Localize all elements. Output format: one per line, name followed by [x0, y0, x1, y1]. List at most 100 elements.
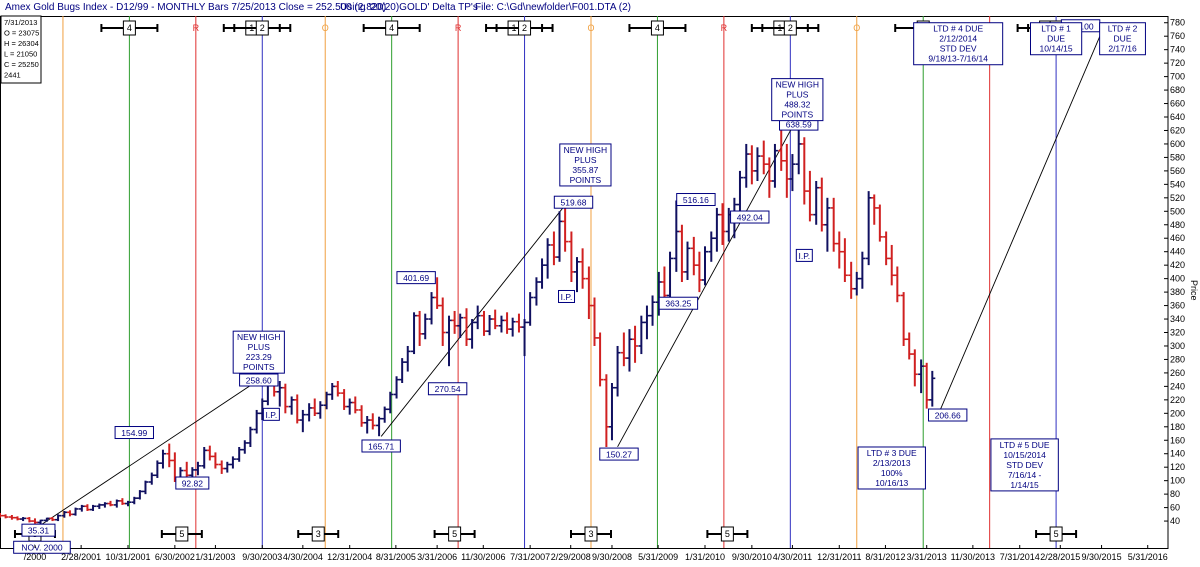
ohlc-bar [352, 396, 359, 414]
ohlc-bar [883, 231, 890, 266]
ohlc-bar [760, 140, 767, 175]
ohlc-bar [294, 394, 301, 424]
annotation-line: 2/17/16 [1108, 44, 1137, 54]
price-label: 154.99 [114, 426, 154, 440]
x-tick-label: 9/30/2010 [732, 552, 772, 562]
ohlc-bar [929, 370, 936, 407]
price-label-box [396, 271, 436, 285]
price-label: 363.25 [658, 296, 699, 310]
ohlc-bar [836, 231, 843, 269]
top-marker-letter: R [721, 23, 728, 33]
ohlc-bar [492, 309, 499, 330]
x-tick-label: 10/31/2001 [105, 552, 150, 562]
x-tick-label: 5/31/2009 [638, 552, 678, 562]
ip-label-text: I.P. [266, 410, 278, 420]
ohlc-bar [789, 154, 796, 192]
ohlc-bar [358, 405, 365, 427]
ohlc-bar [96, 503, 103, 509]
x-tick-label: 5/31/2016 [1128, 552, 1168, 562]
y-tick-label: 380 [1170, 287, 1185, 297]
ohlc-bar [159, 449, 166, 469]
ohlc-bar [783, 143, 790, 198]
annotation-line: LTD # 2 [1108, 24, 1138, 34]
bottom-marker: 5 [160, 526, 203, 542]
y-tick-label: 500 [1170, 206, 1185, 216]
marker-label: 4 [655, 23, 660, 33]
bottom-marker: 5 [1035, 526, 1078, 542]
annotation-line: DUE [1047, 34, 1065, 44]
info-line: L = 21050 [4, 50, 37, 59]
annotation-box-frame [232, 330, 285, 374]
x-tick-label: 12/31/2004 [327, 552, 372, 562]
price-label-box [175, 476, 210, 490]
ohlc-bar [346, 398, 353, 415]
ohlc-bar [673, 200, 680, 272]
ohlc-bar [434, 277, 441, 309]
ohlc-bar [743, 143, 750, 188]
ohlc-bar [638, 315, 645, 355]
ohlc-bar [888, 244, 895, 286]
ohlc-bar [480, 310, 487, 336]
info-line: C = 25250 [4, 60, 39, 69]
ohlc-bar [276, 380, 283, 407]
marker-box [122, 20, 136, 36]
ip-label-box [262, 407, 280, 421]
ohlc-bar [136, 490, 143, 500]
annotation-box-frame [771, 78, 824, 122]
ohlc-bar [550, 231, 557, 266]
y-tick-label: 360 [1170, 301, 1185, 311]
annotation-line: 1/14/15 [1010, 480, 1039, 490]
chart-title: Amex Gold Bugs Index - D12/99 - MONTHLY … [5, 2, 386, 13]
ohlc-bar [329, 383, 336, 400]
y-tick-label: 80 [1170, 489, 1180, 499]
annotation-box-frame [857, 446, 926, 490]
marker-label: 2 [260, 23, 265, 33]
top-marker: 2 [233, 20, 292, 36]
price-label: 258.60 [239, 373, 279, 387]
ohlc-bar [416, 310, 423, 346]
ohlc-bar [830, 197, 837, 252]
ohlc-bar [364, 416, 371, 434]
annotation-line: LTD # 1 [1041, 24, 1071, 34]
marker-box [584, 526, 598, 542]
x-tick-label: 4/30/2011 [773, 552, 812, 562]
ohlc-bar [754, 147, 761, 181]
ohlc-bar [579, 248, 586, 289]
ohlc-bar [684, 241, 691, 280]
ohlc-bar [393, 376, 400, 399]
y-tick-label: 720 [1170, 58, 1185, 68]
axes: 40 60 80 100 120 140 160 180 200 220 240 260 280 300 3… [24, 18, 1199, 562]
ohlc-bar [801, 137, 808, 205]
info-line: O = 23075 [4, 29, 39, 38]
ohlc-bar [49, 517, 56, 522]
top-marker-letter: R [193, 23, 200, 33]
price-label: 165.71 [361, 439, 401, 453]
x-tick-label: 4/30/2004 [283, 552, 323, 562]
price-label-text: 270.54 [435, 384, 461, 394]
y-tick-label: 660 [1170, 99, 1185, 109]
trendline [940, 23, 1106, 410]
bottom-marker: 5 [433, 526, 476, 542]
y-tick-label: 480 [1170, 220, 1185, 230]
ohlc-bar [713, 207, 720, 252]
ohlc-bar [61, 510, 68, 518]
annotation-box-frame [990, 438, 1059, 492]
price-label-box [21, 523, 56, 537]
ohlc-bar [288, 396, 295, 415]
y-tick-label: 540 [1170, 179, 1185, 189]
ohlc-bar [632, 325, 639, 363]
y-tick-label: 180 [1170, 422, 1185, 432]
ohlc-bar [667, 251, 674, 303]
marker-box [650, 20, 664, 36]
ohlc-bar [911, 349, 918, 387]
ohlc-bar [463, 308, 470, 346]
y-tick-label: 220 [1170, 395, 1185, 405]
bottom-marker: 3 [297, 526, 340, 542]
top-marker: 4 [362, 20, 421, 36]
annotation-line: PLUS [574, 155, 597, 165]
ip-label: I.P. [795, 248, 813, 262]
